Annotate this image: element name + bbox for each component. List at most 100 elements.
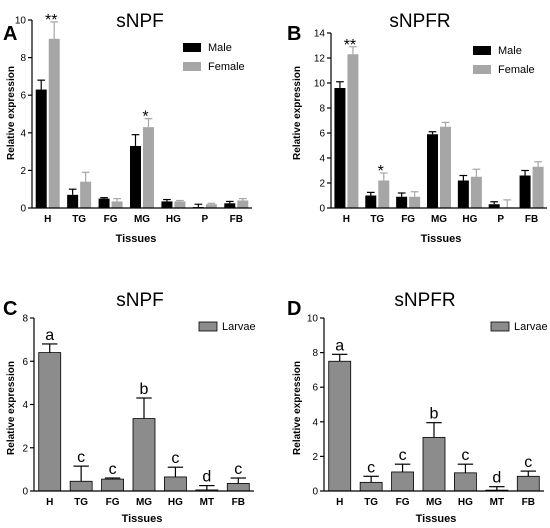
legend-label-male: Male xyxy=(208,42,232,54)
x-tick-label: FG xyxy=(401,214,415,225)
panel-b: B sNPFR Relative expression Tissues 0 2 4 6… xyxy=(287,11,547,245)
bar-larvae xyxy=(359,481,383,492)
y-tick-label: 4 xyxy=(312,417,318,428)
x-ticks: H TG FG MG HG P FB xyxy=(343,214,538,225)
legend: Larvae xyxy=(490,321,548,333)
x-tick-label: MG xyxy=(431,214,447,225)
significance-letter: a xyxy=(335,337,344,354)
bar-male xyxy=(224,203,236,208)
legend-label-female: Female xyxy=(498,64,535,76)
significance-letter: c xyxy=(234,461,242,478)
bar-female xyxy=(440,126,451,208)
y-tick-label: 10 xyxy=(314,79,326,90)
chart-title: sNPF xyxy=(116,11,164,32)
bar-larvae xyxy=(391,471,414,492)
legend-swatch-larvae xyxy=(198,321,218,332)
y-tick-label: 2 xyxy=(319,179,325,190)
bar-larvae xyxy=(38,352,62,492)
y-tick-label: 10 xyxy=(307,314,319,325)
bar-male xyxy=(67,194,79,208)
x-tick-label: TG xyxy=(370,214,384,225)
y-tick-label: 2 xyxy=(20,166,26,177)
legend: Male Female xyxy=(473,45,535,76)
bar-male xyxy=(365,195,377,208)
x-tick-label: H xyxy=(44,214,51,225)
bars xyxy=(328,353,540,492)
x-tick-label: FG xyxy=(396,497,410,508)
bar-male xyxy=(519,175,531,208)
x-tick-label: MT xyxy=(490,497,504,508)
significance-letter: c xyxy=(399,447,407,464)
legend-swatch-female xyxy=(473,65,491,74)
bar-larvae xyxy=(69,480,93,492)
x-tick-label: MG xyxy=(134,214,150,225)
legend-label-male: Male xyxy=(498,45,522,57)
bar-female xyxy=(347,54,359,208)
x-tick-label: HG xyxy=(462,214,477,225)
bar-larvae xyxy=(164,476,187,492)
y-tick-label: 8 xyxy=(319,104,325,115)
panel-letter: A xyxy=(3,23,17,45)
legend-swatch-female xyxy=(183,62,201,71)
significance-asterisk: ** xyxy=(344,37,356,54)
x-ticks: H TG FG MG HG MT FB xyxy=(336,497,535,508)
y-tick-label: 0 xyxy=(319,204,325,215)
x-tick-label: P xyxy=(202,214,209,225)
bar-female xyxy=(48,38,60,208)
bar-male xyxy=(35,89,47,208)
y-tick-label: 14 xyxy=(314,29,326,40)
annotations: a c c b c d c xyxy=(335,337,532,486)
chart-title: sNPF xyxy=(116,290,164,311)
x-axis-label: Tissues xyxy=(116,233,157,245)
bar-female xyxy=(80,181,92,208)
bar-male xyxy=(488,204,500,208)
y-tick-label: 2 xyxy=(22,443,28,454)
x-ticks: H TG FG MG HG P FB xyxy=(44,214,243,225)
annotations: a c c b c d c xyxy=(45,327,242,486)
x-tick-label: HG xyxy=(458,497,473,508)
y-tick-label: 8 xyxy=(20,53,26,64)
significance-letter: c xyxy=(109,461,117,478)
bar-female xyxy=(470,176,482,208)
chart-title: sNPFR xyxy=(389,11,450,32)
panel-letter: C xyxy=(3,298,17,320)
bar-female xyxy=(205,204,217,208)
y-tick-label: 0 xyxy=(312,487,318,498)
x-tick-label: FB xyxy=(230,214,243,225)
y-tick-label: 2 xyxy=(312,452,318,463)
bar-male xyxy=(130,145,141,208)
y-tick-label: 4 xyxy=(319,154,325,165)
y-tick-label: 12 xyxy=(314,54,326,65)
bar-female xyxy=(174,201,186,208)
bars xyxy=(38,343,250,492)
bar-female xyxy=(409,196,421,208)
x-axis-label: Tissues xyxy=(416,513,457,525)
y-tick-label: 6 xyxy=(20,91,26,102)
x-axis-label: Tissues xyxy=(421,233,462,245)
significance-letter: d xyxy=(202,469,211,486)
legend-label-larvae: Larvae xyxy=(514,321,548,333)
bar-female xyxy=(532,166,544,208)
x-tick-label: FB xyxy=(525,214,538,225)
bar-larvae xyxy=(101,478,124,492)
y-tick-label: 6 xyxy=(22,357,28,368)
legend-label-female: Female xyxy=(208,61,245,73)
legend: Male Female xyxy=(183,42,245,73)
x-tick-label: FB xyxy=(522,497,535,508)
bar-larvae xyxy=(132,418,156,492)
x-tick-label: P xyxy=(497,214,504,225)
significance-letter: c xyxy=(524,454,532,471)
legend-label-larvae: Larvae xyxy=(222,321,256,333)
y-axis-label: Relative expression xyxy=(6,66,17,160)
bars xyxy=(334,46,544,208)
x-tick-label: MG xyxy=(136,497,152,508)
bar-larvae xyxy=(226,483,250,492)
bar-male xyxy=(161,201,173,208)
y-tick-label: 0 xyxy=(20,204,26,215)
bar-male xyxy=(396,196,408,208)
x-ticks: H TG FG MG HG MT FB xyxy=(46,497,245,508)
legend-swatch-larvae xyxy=(490,321,510,332)
bar-female xyxy=(111,201,123,208)
x-tick-label: HG xyxy=(166,214,181,225)
bar-female xyxy=(237,200,249,208)
